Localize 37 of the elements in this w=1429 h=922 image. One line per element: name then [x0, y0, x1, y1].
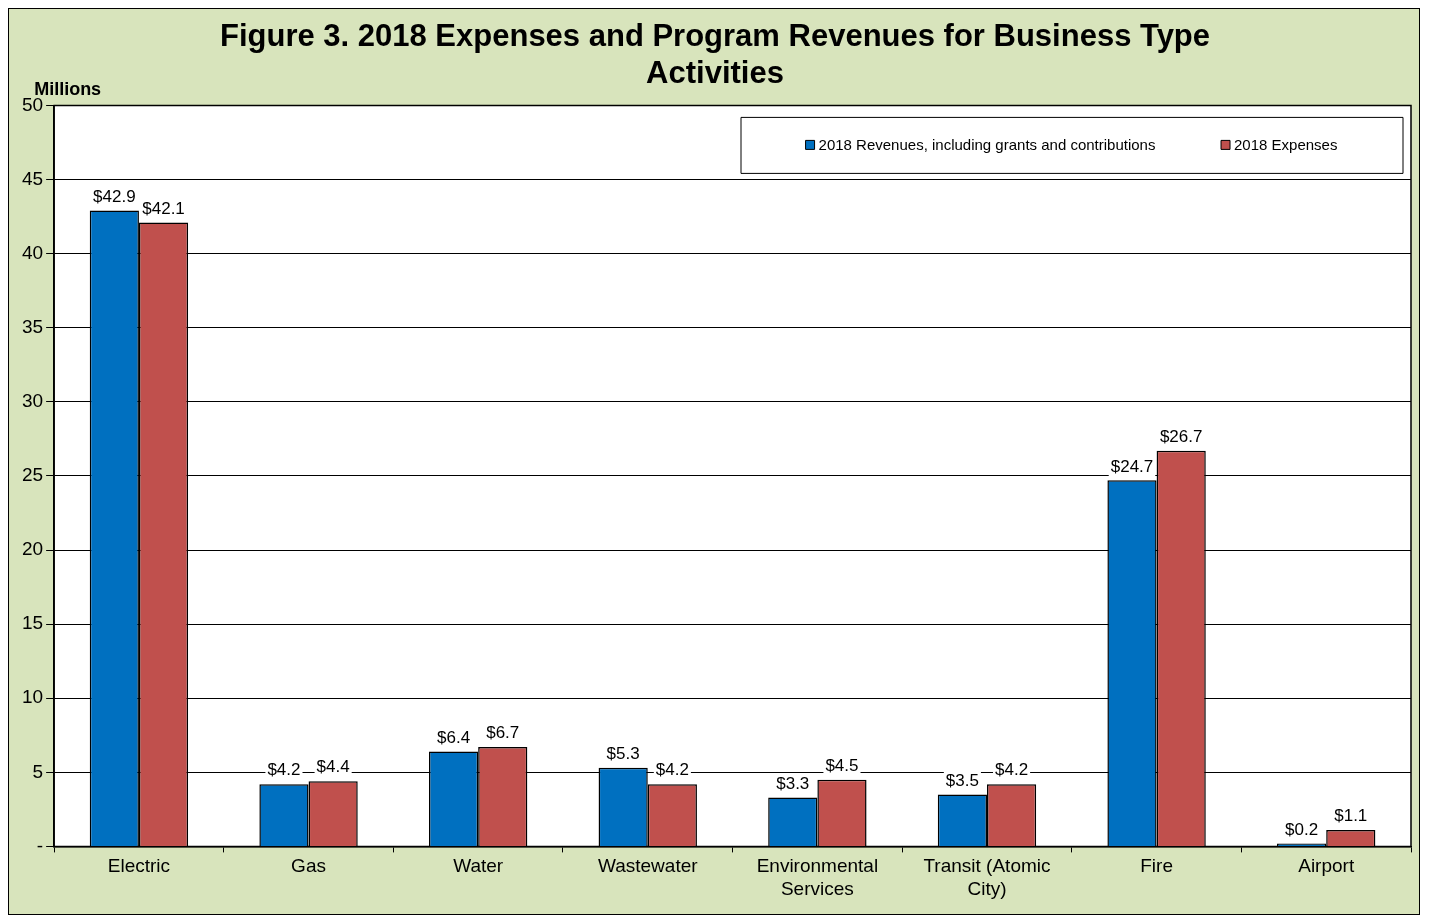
data-label: $3.5 — [945, 770, 979, 790]
data-label: $42.9 — [93, 186, 136, 206]
data-label: $4.2 — [655, 760, 689, 780]
data-label: $0.2 — [1285, 819, 1319, 839]
data-label: $5.3 — [606, 744, 640, 764]
data-label: $4.5 — [825, 755, 859, 775]
legend-label: 2018 Expenses — [1234, 135, 1338, 153]
data-label: $24.7 — [1110, 456, 1154, 476]
data-label: $4.4 — [316, 757, 350, 777]
y-tick-label: 20 — [21, 538, 44, 560]
x-tick-label: Electric — [107, 855, 171, 877]
data-label: $26.7 — [1159, 426, 1203, 446]
y-tick-label: 25 — [21, 464, 44, 486]
y-tick-label: 15 — [21, 612, 44, 634]
y-tick-label: 30 — [21, 390, 44, 412]
chart-title: Figure 3. 2018 Expenses and Program Revenues for Business Type Activities — [219, 18, 1211, 91]
data-label: $6.7 — [486, 723, 520, 743]
data-label: $6.4 — [437, 727, 471, 747]
x-tick-label: Water — [453, 855, 504, 877]
y-tick-label: 40 — [21, 241, 44, 263]
x-tick-label: Environmental Services — [756, 855, 879, 899]
x-tick-label: Gas — [291, 855, 326, 877]
x-tick-label: Transit (Atomic City) — [923, 855, 1051, 899]
y-tick-label: 35 — [21, 315, 44, 337]
x-tick-label: Fire — [1140, 855, 1173, 877]
y-tick-label: 5 — [32, 760, 44, 782]
y-tick-label: - — [36, 834, 44, 856]
y-tick-label: 10 — [21, 686, 44, 708]
y-tick-label: 45 — [21, 167, 44, 189]
data-label: $4.2 — [995, 760, 1029, 780]
data-label: $4.2 — [267, 760, 301, 780]
x-tick-label: Wastewater — [597, 855, 699, 877]
legend-label: 2018 Revenues, including grants and contributions — [818, 135, 1156, 153]
data-label: $3.3 — [776, 773, 810, 793]
data-label: $1.1 — [1334, 806, 1368, 826]
x-tick-label: Airport — [1298, 855, 1355, 877]
data-label: $42.1 — [142, 198, 185, 218]
